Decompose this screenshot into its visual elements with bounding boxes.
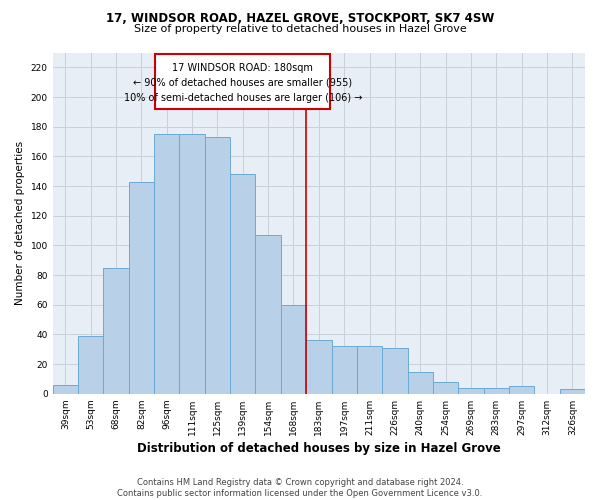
Text: 10% of semi-detached houses are larger (106) →: 10% of semi-detached houses are larger (…: [124, 93, 362, 103]
Bar: [103, 268, 129, 394]
Text: 17 WINDSOR ROAD: 180sqm: 17 WINDSOR ROAD: 180sqm: [172, 62, 313, 72]
Bar: [205, 137, 230, 394]
Text: ← 90% of detached houses are smaller (955): ← 90% of detached houses are smaller (95…: [133, 78, 352, 88]
Bar: [230, 174, 256, 394]
Bar: [306, 340, 332, 394]
FancyBboxPatch shape: [155, 54, 330, 109]
Text: Size of property relative to detached houses in Hazel Grove: Size of property relative to detached ho…: [134, 24, 466, 34]
Bar: [382, 348, 407, 394]
Bar: [53, 385, 78, 394]
X-axis label: Distribution of detached houses by size in Hazel Grove: Distribution of detached houses by size …: [137, 442, 501, 455]
Y-axis label: Number of detached properties: Number of detached properties: [15, 141, 25, 305]
Bar: [179, 134, 205, 394]
Bar: [256, 235, 281, 394]
Bar: [484, 388, 509, 394]
Bar: [407, 372, 433, 394]
Bar: [433, 382, 458, 394]
Bar: [509, 386, 535, 394]
Bar: [357, 346, 382, 394]
Bar: [281, 305, 306, 394]
Bar: [154, 134, 179, 394]
Bar: [560, 390, 585, 394]
Bar: [458, 388, 484, 394]
Bar: [332, 346, 357, 394]
Bar: [78, 336, 103, 394]
Bar: [129, 182, 154, 394]
Text: 17, WINDSOR ROAD, HAZEL GROVE, STOCKPORT, SK7 4SW: 17, WINDSOR ROAD, HAZEL GROVE, STOCKPORT…: [106, 12, 494, 26]
Text: Contains HM Land Registry data © Crown copyright and database right 2024.
Contai: Contains HM Land Registry data © Crown c…: [118, 478, 482, 498]
